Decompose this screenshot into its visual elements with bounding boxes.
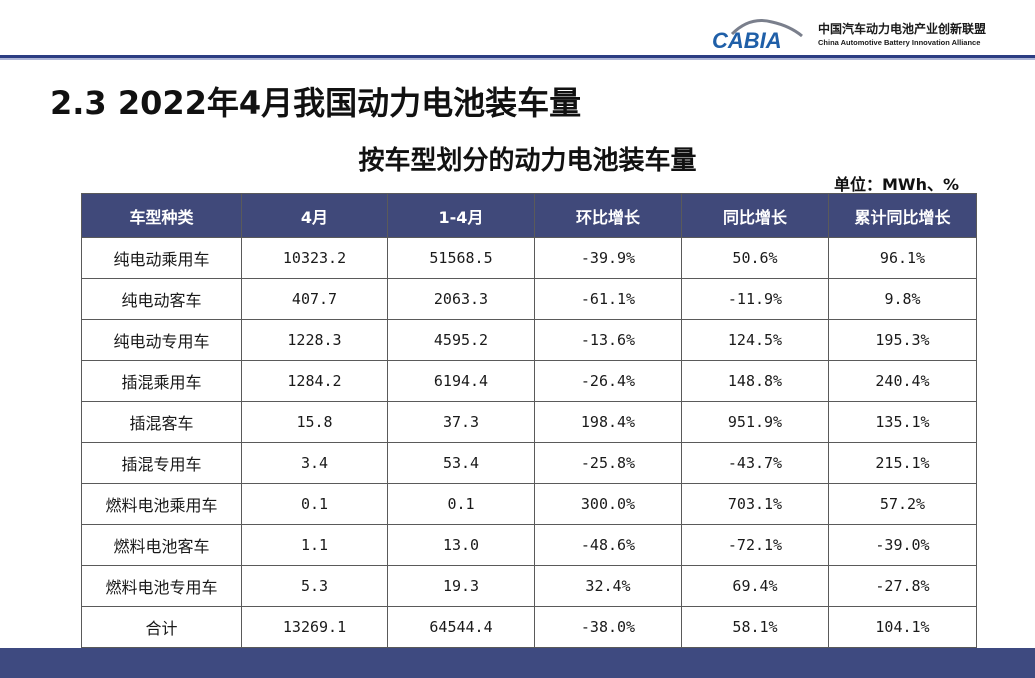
cell-april: 5.3 bbox=[241, 565, 388, 607]
cell-mom: -61.1% bbox=[534, 278, 682, 320]
cell-cum-yoy: 96.1% bbox=[828, 237, 977, 279]
cell-jan-apr: 53.4 bbox=[387, 442, 535, 484]
col-header-mom-growth: 环比增长 bbox=[534, 193, 682, 238]
cell-jan-apr: 64544.4 bbox=[387, 606, 535, 648]
table-row: 纯电动乘用车 10323.2 51568.5 -39.9% 50.6% 96.1… bbox=[81, 237, 977, 279]
cell-jan-apr: 13.0 bbox=[387, 524, 535, 566]
cell-jan-apr: 19.3 bbox=[387, 565, 535, 607]
cell-yoy: 148.8% bbox=[681, 360, 829, 402]
cell-april: 0.1 bbox=[241, 483, 388, 525]
table-row: 插混客车 15.8 37.3 198.4% 951.9% 135.1% bbox=[81, 401, 977, 443]
cell-jan-apr: 37.3 bbox=[387, 401, 535, 443]
slide-title: 2.3 2022年4月我国动力电池装车量 bbox=[50, 84, 582, 122]
cell-april: 407.7 bbox=[241, 278, 388, 320]
cell-mom: 300.0% bbox=[534, 483, 682, 525]
table-total-row: 合计 13269.1 64544.4 -38.0% 58.1% 104.1% bbox=[81, 606, 977, 648]
cell-april: 10323.2 bbox=[241, 237, 388, 279]
cell-vehicle-type: 纯电动专用车 bbox=[81, 319, 242, 361]
cell-yoy: -72.1% bbox=[681, 524, 829, 566]
cell-mom: -39.9% bbox=[534, 237, 682, 279]
cell-cum-yoy: 195.3% bbox=[828, 319, 977, 361]
col-header-yoy-growth: 同比增长 bbox=[681, 193, 829, 238]
cell-yoy: 69.4% bbox=[681, 565, 829, 607]
cell-april: 15.8 bbox=[241, 401, 388, 443]
col-header-vehicle-type: 车型种类 bbox=[81, 193, 242, 238]
cell-cum-yoy: 9.8% bbox=[828, 278, 977, 320]
cell-vehicle-type: 插混乘用车 bbox=[81, 360, 242, 402]
cell-yoy: -11.9% bbox=[681, 278, 829, 320]
cell-jan-apr: 51568.5 bbox=[387, 237, 535, 279]
unit-label: 单位：MWh、% bbox=[834, 175, 959, 194]
logo-mark-text: CABIA bbox=[712, 28, 782, 52]
cell-vehicle-type: 合计 bbox=[81, 606, 242, 648]
cell-cum-yoy: 215.1% bbox=[828, 442, 977, 484]
cell-yoy: 58.1% bbox=[681, 606, 829, 648]
table-header-row: 车型种类 4月 1-4月 环比增长 同比增长 累计同比增长 bbox=[81, 193, 977, 238]
cell-mom: 32.4% bbox=[534, 565, 682, 607]
cell-april: 1.1 bbox=[241, 524, 388, 566]
cell-april: 3.4 bbox=[241, 442, 388, 484]
cell-yoy: -43.7% bbox=[681, 442, 829, 484]
cell-cum-yoy: 104.1% bbox=[828, 606, 977, 648]
table-row: 燃料电池乘用车 0.1 0.1 300.0% 703.1% 57.2% bbox=[81, 483, 977, 525]
cell-vehicle-type: 插混客车 bbox=[81, 401, 242, 443]
cell-yoy: 50.6% bbox=[681, 237, 829, 279]
cell-yoy: 124.5% bbox=[681, 319, 829, 361]
table-row: 插混乘用车 1284.2 6194.4 -26.4% 148.8% 240.4% bbox=[81, 360, 977, 402]
header-bar: CABIA 中国汽车动力电池产业创新联盟 China Automotive Ba… bbox=[0, 0, 1035, 56]
table-row: 插混专用车 3.4 53.4 -25.8% -43.7% 215.1% bbox=[81, 442, 977, 484]
cell-april: 13269.1 bbox=[241, 606, 388, 648]
cell-mom: -48.6% bbox=[534, 524, 682, 566]
footer-bar bbox=[0, 648, 1035, 678]
header-divider-light bbox=[0, 58, 1035, 60]
table-row: 纯电动客车 407.7 2063.3 -61.1% -11.9% 9.8% bbox=[81, 278, 977, 320]
cell-mom: -26.4% bbox=[534, 360, 682, 402]
cell-jan-apr: 6194.4 bbox=[387, 360, 535, 402]
cell-yoy: 703.1% bbox=[681, 483, 829, 525]
table-title-wrap: 按车型划分的动力电池装车量 bbox=[0, 140, 1035, 177]
cabia-logo: CABIA 中国汽车动力电池产业创新联盟 China Automotive Ba… bbox=[710, 12, 1010, 52]
cell-vehicle-type: 纯电动乘用车 bbox=[81, 237, 242, 279]
cell-mom: 198.4% bbox=[534, 401, 682, 443]
cell-cum-yoy: 240.4% bbox=[828, 360, 977, 402]
cell-vehicle-type: 燃料电池客车 bbox=[81, 524, 242, 566]
logo-text-cn: 中国汽车动力电池产业创新联盟 bbox=[818, 22, 987, 36]
cell-yoy: 951.9% bbox=[681, 401, 829, 443]
col-header-april: 4月 bbox=[241, 193, 388, 238]
cell-april: 1284.2 bbox=[241, 360, 388, 402]
table-title: 按车型划分的动力电池装车量 bbox=[358, 146, 697, 176]
cell-cum-yoy: -27.8% bbox=[828, 565, 977, 607]
table-row: 纯电动专用车 1228.3 4595.2 -13.6% 124.5% 195.3… bbox=[81, 319, 977, 361]
col-header-jan-apr: 1-4月 bbox=[387, 193, 535, 238]
cell-vehicle-type: 插混专用车 bbox=[81, 442, 242, 484]
cell-cum-yoy: 57.2% bbox=[828, 483, 977, 525]
logo-text-en: China Automotive Battery Innovation Alli… bbox=[818, 38, 981, 47]
header-divider bbox=[0, 55, 1035, 58]
cell-cum-yoy: 135.1% bbox=[828, 401, 977, 443]
cell-jan-apr: 2063.3 bbox=[387, 278, 535, 320]
cell-jan-apr: 0.1 bbox=[387, 483, 535, 525]
table-row: 燃料电池客车 1.1 13.0 -48.6% -72.1% -39.0% bbox=[81, 524, 977, 566]
cell-vehicle-type: 燃料电池乘用车 bbox=[81, 483, 242, 525]
col-header-cumulative-yoy: 累计同比增长 bbox=[828, 193, 977, 238]
cell-vehicle-type: 纯电动客车 bbox=[81, 278, 242, 320]
cell-cum-yoy: -39.0% bbox=[828, 524, 977, 566]
cell-jan-apr: 4595.2 bbox=[387, 319, 535, 361]
cell-mom: -13.6% bbox=[534, 319, 682, 361]
cell-mom: -38.0% bbox=[534, 606, 682, 648]
cabia-logo-mark: CABIA bbox=[712, 19, 803, 52]
cell-vehicle-type: 燃料电池专用车 bbox=[81, 565, 242, 607]
cell-mom: -25.8% bbox=[534, 442, 682, 484]
table-row: 燃料电池专用车 5.3 19.3 32.4% 69.4% -27.8% bbox=[81, 565, 977, 607]
cell-april: 1228.3 bbox=[241, 319, 388, 361]
battery-install-table: 车型种类 4月 1-4月 环比增长 同比增长 累计同比增长 纯电动乘用车 103… bbox=[81, 193, 977, 648]
